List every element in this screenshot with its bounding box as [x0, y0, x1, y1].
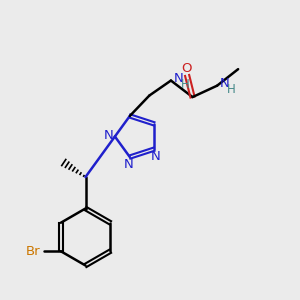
Text: N: N — [124, 158, 133, 171]
Text: H: H — [181, 78, 189, 91]
Text: H: H — [227, 83, 236, 96]
Text: N: N — [220, 77, 230, 90]
Text: Br: Br — [26, 245, 40, 258]
Text: N: N — [103, 129, 113, 142]
Text: O: O — [181, 62, 192, 75]
Text: N: N — [151, 150, 160, 163]
Text: N: N — [174, 72, 183, 85]
